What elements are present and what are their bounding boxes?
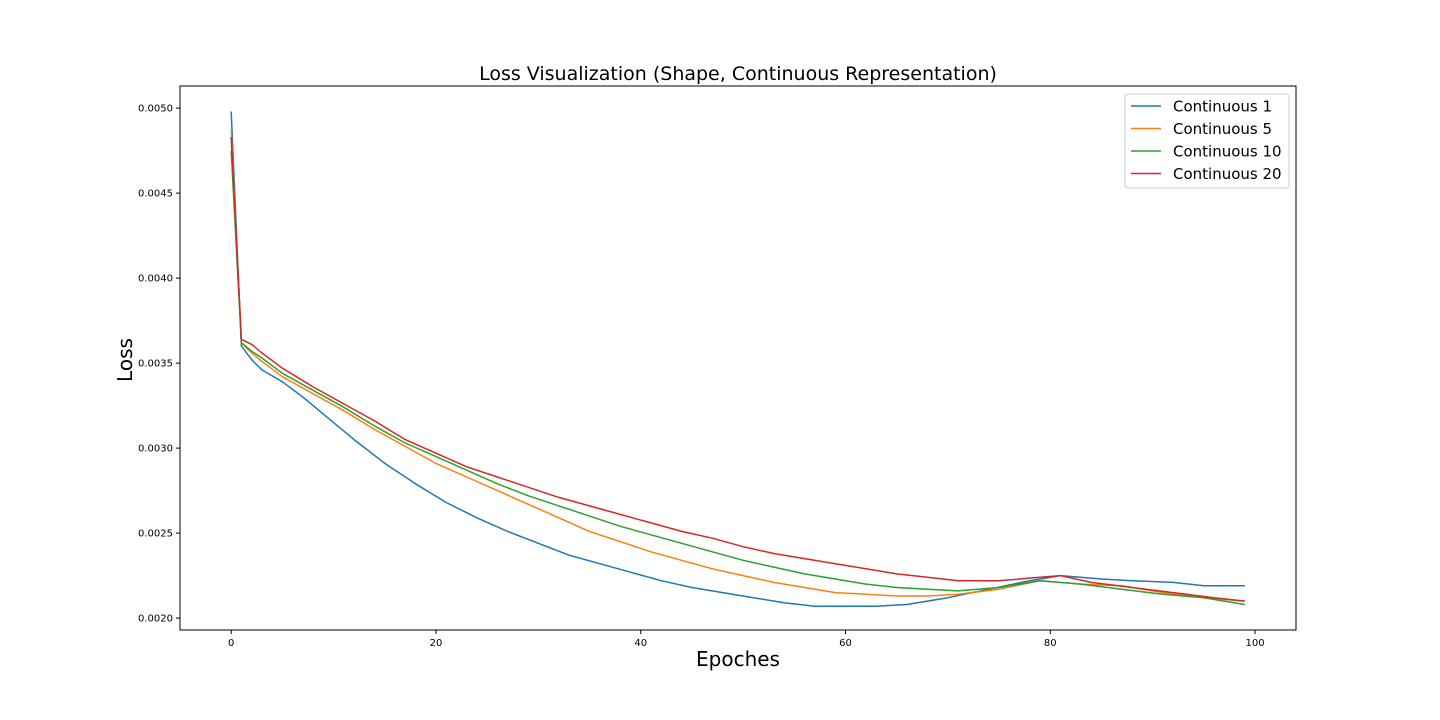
y-tick-label: 0.0045: [138, 189, 173, 200]
legend-box: [1124, 93, 1290, 189]
plot-area-frame: [179, 85, 1297, 631]
series-line-3: [230, 150, 1245, 606]
x-tick-label: 40: [634, 638, 647, 649]
x-tick-label: 80: [1044, 638, 1057, 649]
series-line-1: [230, 111, 1245, 607]
y-tick-label: 0.0035: [138, 359, 173, 370]
legend-label-4: Continuous 20: [1173, 165, 1282, 183]
series-line-4: [230, 136, 1245, 602]
y-tick-label: 0.0050: [138, 104, 173, 115]
legend-label-2: Continuous 5: [1173, 120, 1272, 138]
y-tick-label: 0.0030: [138, 444, 173, 455]
tick-layer: 0 20 40 60 80 100 0.0020 0.0025 0.0030 0.0035 0.00…: [138, 104, 1265, 649]
x-tick-label: 60: [839, 638, 852, 649]
y-tick-label: 0.0040: [138, 274, 173, 285]
y-axis-title: Loss: [113, 338, 137, 382]
legend: Continuous 1 Continuous 5 Continuous 10 Con…: [1124, 93, 1290, 189]
legend-items: Continuous 1 Continuous 5 Continuous 10 Con…: [1131, 98, 1282, 183]
x-tick-label: 20: [430, 638, 443, 649]
chart-title: Loss Visualization (Shape, Continuous Re…: [479, 63, 997, 85]
x-tick-label: 100: [1245, 638, 1264, 649]
series-line-2: [230, 130, 1245, 602]
series-layer: [230, 111, 1245, 607]
y-tick-label: 0.0025: [138, 529, 173, 540]
legend-label-1: Continuous 1: [1173, 98, 1272, 116]
y-tick-label: 0.0020: [138, 614, 173, 625]
legend-label-3: Continuous 10: [1173, 143, 1282, 161]
x-axis-title: Epoches: [696, 647, 780, 671]
x-tick-label: 0: [228, 638, 234, 649]
